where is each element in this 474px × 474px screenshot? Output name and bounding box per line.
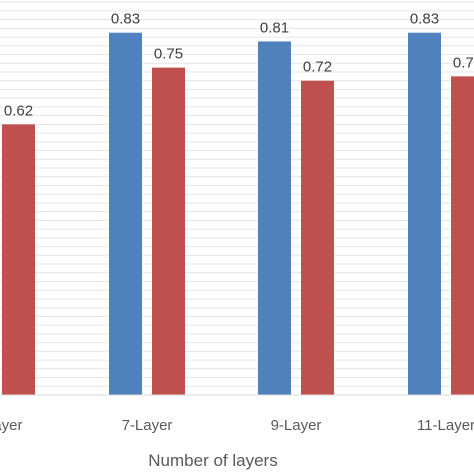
bar-series-2 [2,124,35,396]
x-tick-label: 11-Layer [417,417,474,434]
data-label: 0.75 [154,46,183,63]
data-label: 0.83 [410,11,439,28]
x-tick-label: 7-Layer [122,417,173,434]
data-label: 0.72 [303,59,332,76]
bar-series-2 [301,80,334,395]
bars [2,32,474,396]
data-label: 0.62 [4,102,33,119]
bar-series-1 [258,41,291,396]
x-tick-label: 5-Layer [0,417,22,434]
x-tick-label: 9-Layer [271,417,322,434]
bar-series-1 [408,32,441,395]
data-labels: 0.83 0.81 0.83 0.62 0.75 0.72 0.73 [4,11,474,120]
bar-series-2 [152,67,185,395]
x-axis-title: Number of layers [148,451,277,470]
x-tick-labels: 5-Layer 7-Layer 9-Layer 11-Layer [0,417,474,434]
bar-series-1 [109,32,142,395]
data-label: 0.73 [453,54,474,71]
data-label: 0.83 [111,11,140,28]
gridlines [0,1,474,387]
bar-series-2 [451,76,474,395]
data-label: 0.81 [260,19,289,36]
